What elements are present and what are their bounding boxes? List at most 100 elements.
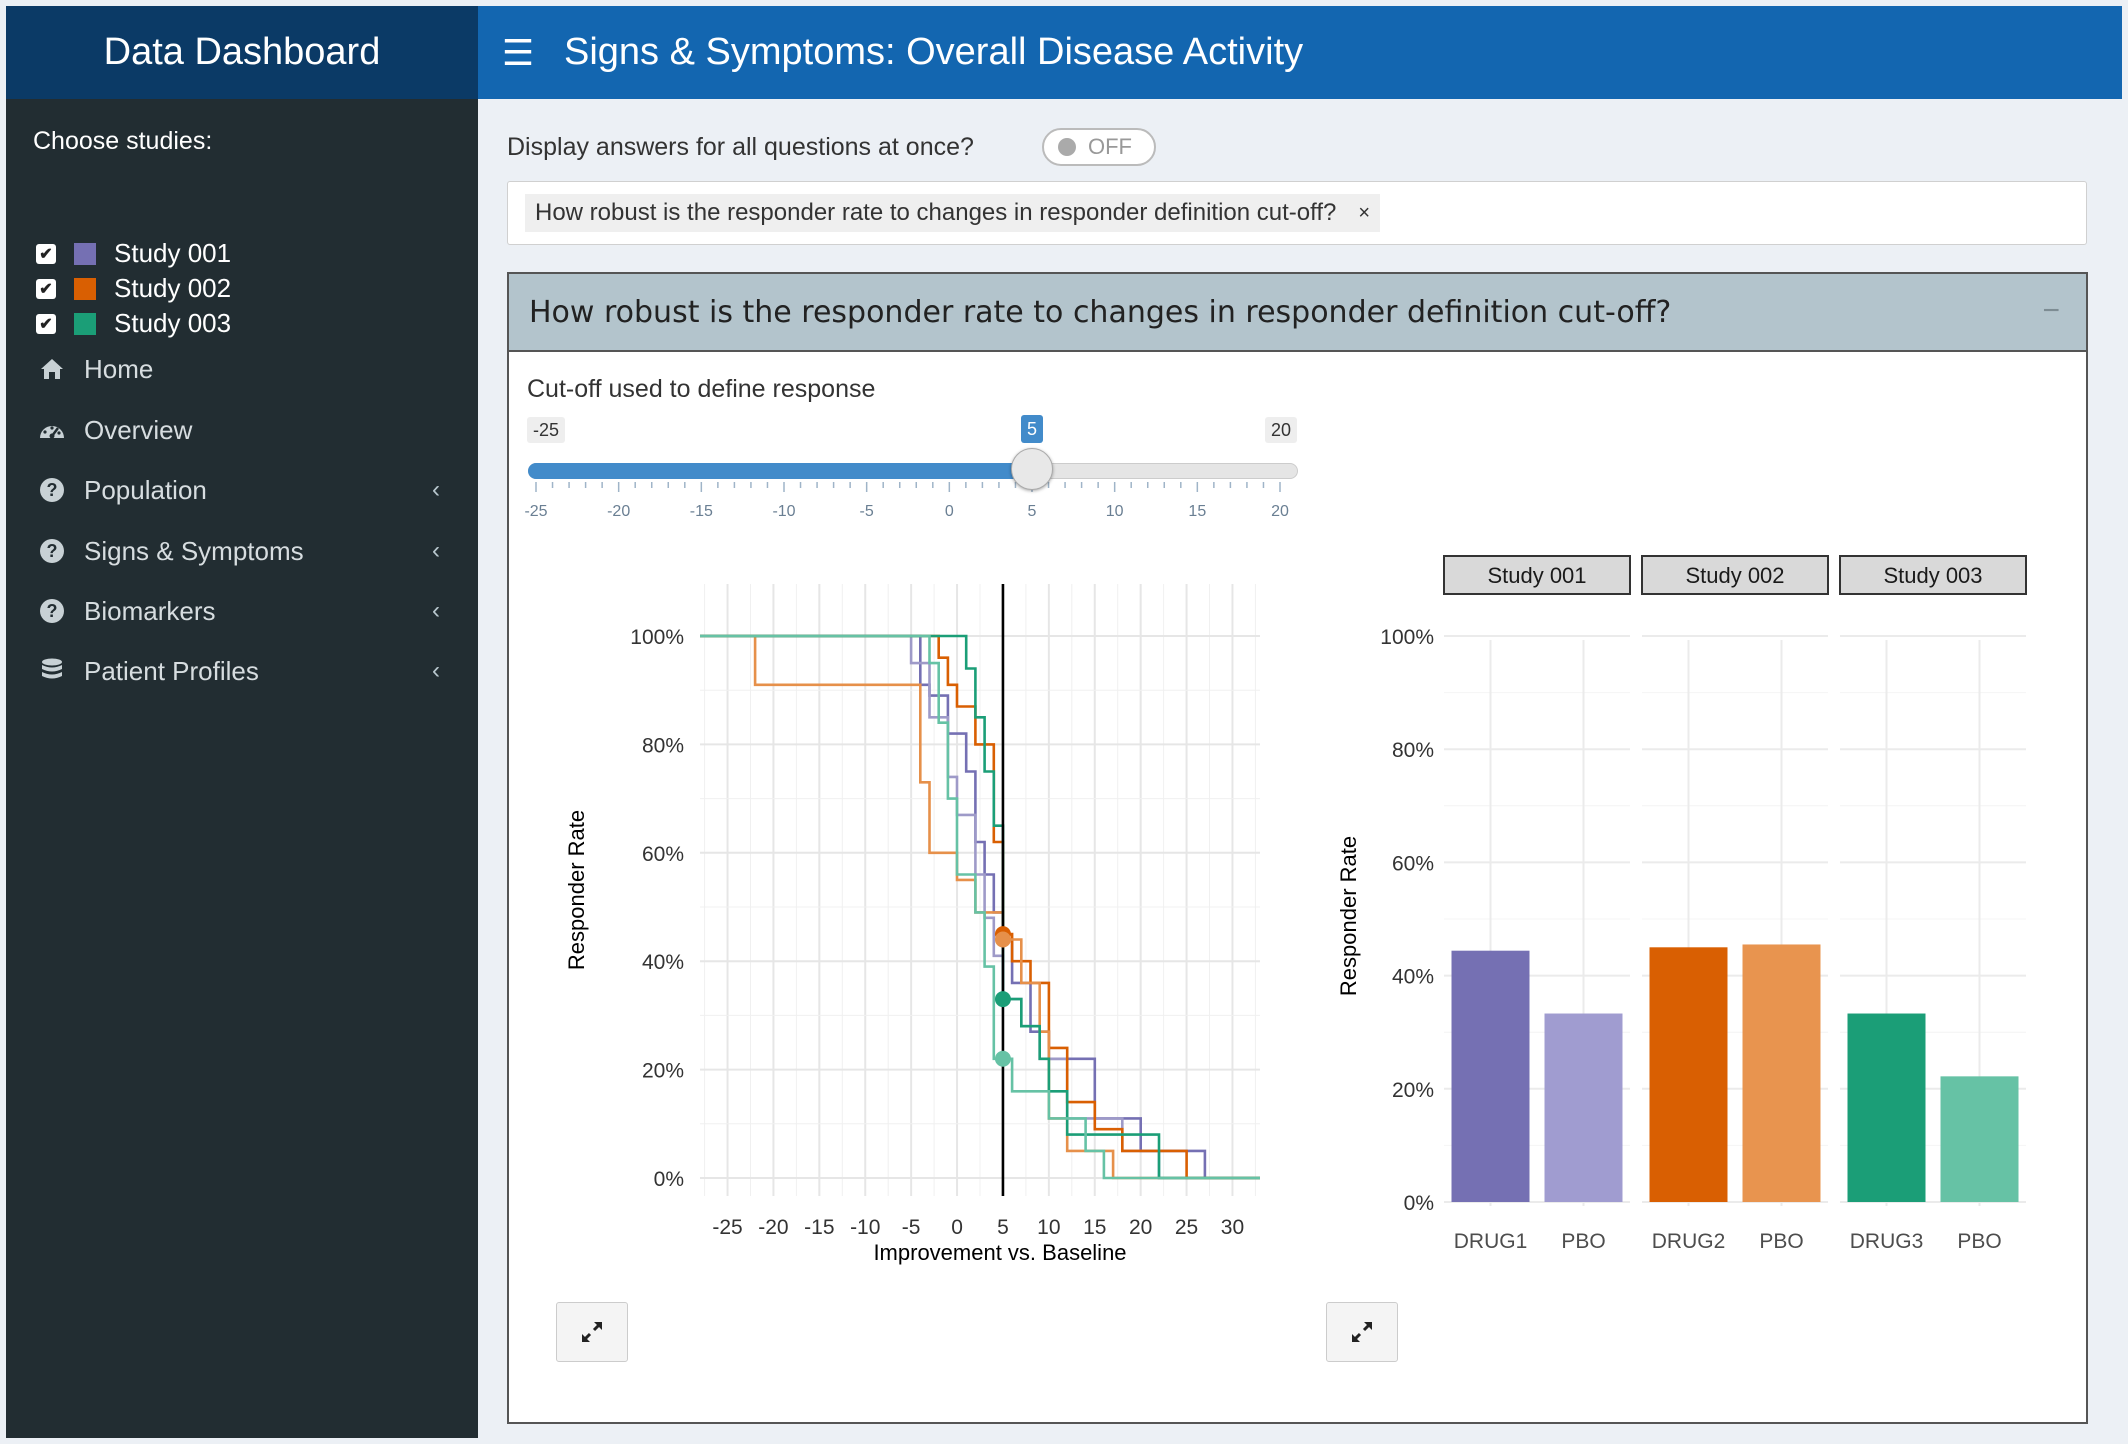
facet-label: Study 002 — [1685, 563, 1784, 588]
x-tick-label: 30 — [1221, 1216, 1244, 1239]
x-tick-label: 10 — [1037, 1216, 1060, 1239]
step-series-line — [700, 634, 1260, 1180]
cutoff-marker — [994, 991, 1011, 1008]
x-tick-label: -25 — [712, 1216, 742, 1239]
remove-tag-icon[interactable]: × — [1358, 201, 1371, 224]
study-color-swatch — [74, 277, 96, 300]
study-row-3[interactable]: ✔ Study 003 — [36, 308, 231, 339]
x-tick-label: DRUG3 — [1850, 1230, 1924, 1253]
y-tick-label: 20% — [1392, 1079, 1434, 1102]
y-tick-label: 100% — [1380, 626, 1434, 649]
y-tick-label: 40% — [642, 951, 684, 974]
bar — [1847, 1013, 1926, 1202]
sidebar-item-label: Signs & Symptoms — [84, 535, 304, 566]
y-tick-label: 60% — [1392, 852, 1434, 875]
sidebar-item-population[interactable]: ? Population ‹ — [6, 461, 478, 519]
sidebar-item-signs-symptoms[interactable]: ? Signs & Symptoms ‹ — [6, 522, 478, 580]
x-tick-label: DRUG1 — [1454, 1230, 1528, 1253]
checkbox-checked-icon[interactable]: ✔ — [36, 278, 56, 299]
chevron-left-icon: ‹ — [432, 597, 440, 624]
slider-max-label: 20 — [1265, 417, 1298, 443]
toggle-state: OFF — [1088, 134, 1132, 159]
sidebar-item-overview[interactable]: Overview — [6, 401, 478, 459]
cutoff-marker — [994, 1050, 1011, 1067]
x-tick-label: PBO — [1759, 1230, 1803, 1253]
y-tick-label: 80% — [642, 734, 684, 757]
sidebar-item-label: Home — [84, 353, 154, 384]
step-series-line — [700, 634, 1260, 1180]
bar — [1544, 1013, 1623, 1202]
bar — [1451, 950, 1530, 1202]
x-tick-label: -20 — [758, 1216, 788, 1239]
sidebar-toggle-icon[interactable]: ☰ — [501, 31, 535, 73]
cutoff-marker — [994, 931, 1011, 948]
step-series-line — [700, 634, 1260, 1180]
y-tick-label: 100% — [630, 626, 684, 649]
question-circle-icon: ? — [37, 536, 67, 566]
toggle-knob — [1058, 138, 1076, 156]
selected-question-text: How robust is the responder rate to chan… — [535, 199, 1337, 226]
expand-step-chart-button[interactable] — [556, 1302, 628, 1362]
slider-fill — [528, 463, 1032, 479]
x-tick-label: 5 — [997, 1216, 1009, 1239]
y-axis-label: Responder Rate — [1336, 836, 1361, 996]
sidebar: Choose studies: ✔ Study 001 ✔ Study 002 … — [6, 99, 478, 1438]
display-all-toggle[interactable]: OFF — [1042, 128, 1156, 166]
sidebar-item-label: Biomarkers — [84, 595, 216, 626]
study-color-swatch — [74, 312, 96, 335]
slider-value-label: 5 — [1021, 415, 1044, 443]
database-icon — [37, 656, 67, 686]
x-axis-label: Improvement vs. Baseline — [873, 1240, 1126, 1265]
facet-label: Study 003 — [1883, 563, 1982, 588]
study-label: Study 003 — [114, 308, 232, 338]
sidebar-item-biomarkers[interactable]: ? Biomarkers ‹ — [6, 582, 478, 640]
sidebar-item-label: Patient Profiles — [84, 655, 259, 686]
slider-handle[interactable] — [1011, 448, 1053, 490]
facet-strip — [1839, 555, 2027, 595]
slider-min-label: -25 — [527, 417, 566, 443]
sidebar-item-patient-profiles[interactable]: Patient Profiles ‹ — [6, 642, 478, 700]
x-tick-label: -15 — [804, 1216, 834, 1239]
selected-question-tag[interactable]: How robust is the responder rate to chan… — [525, 194, 1381, 232]
x-tick-label: PBO — [1957, 1230, 2001, 1253]
choose-studies-label: Choose studies: — [33, 127, 213, 155]
bar — [1742, 944, 1821, 1202]
checkbox-checked-icon[interactable]: ✔ — [36, 243, 56, 264]
y-axis-label: Responder Rate — [564, 810, 589, 970]
slider-label: Cut-off used to define response — [527, 375, 876, 403]
expand-icon — [1351, 1321, 1373, 1343]
x-tick-label: -10 — [850, 1216, 880, 1239]
question-circle-icon: ? — [37, 596, 67, 626]
question-select-input[interactable]: How robust is the responder rate to chan… — [507, 181, 2087, 245]
y-tick-label: 0% — [1404, 1192, 1434, 1215]
facet-strip — [1443, 555, 1631, 595]
app-brand: Data Dashboard — [6, 6, 478, 99]
bar — [1940, 1076, 2019, 1202]
x-tick-label: 25 — [1175, 1216, 1198, 1239]
y-tick-label: 0% — [654, 1168, 684, 1191]
y-tick-label: 40% — [1392, 966, 1434, 989]
y-tick-label: 60% — [642, 843, 684, 866]
sidebar-item-label: Overview — [84, 414, 193, 445]
y-tick-label: 20% — [642, 1060, 684, 1083]
study-row-2[interactable]: ✔ Study 002 — [36, 273, 231, 304]
display-all-label: Display answers for all questions at onc… — [507, 133, 974, 161]
step-chart: -25 -20 -15 -10 -5 0 5 10 15 20 25 30 0% 20% 40% 60% 80%… — [564, 584, 1260, 1265]
expand-icon — [581, 1321, 603, 1343]
chevron-left-icon: ‹ — [432, 537, 440, 564]
question-circle-icon: ? — [37, 475, 67, 505]
question-box: How robust is the responder rate to chan… — [507, 272, 2088, 1424]
x-tick-label: 0 — [951, 1216, 963, 1239]
expand-bar-chart-button[interactable] — [1326, 1302, 1398, 1362]
facet-strip — [1641, 555, 1829, 595]
box-title: How robust is the responder rate to chan… — [529, 294, 1672, 330]
dashboard-icon — [37, 415, 67, 445]
chevron-left-icon: ‹ — [432, 476, 440, 503]
sidebar-item-home[interactable]: Home — [6, 340, 478, 398]
study-row-1[interactable]: ✔ Study 001 — [36, 238, 231, 269]
x-tick-label: -5 — [902, 1216, 921, 1239]
collapse-icon[interactable]: − — [2042, 294, 2060, 327]
sidebar-item-label: Population — [84, 474, 207, 505]
facet-label: Study 001 — [1487, 563, 1586, 588]
checkbox-checked-icon[interactable]: ✔ — [36, 313, 56, 334]
